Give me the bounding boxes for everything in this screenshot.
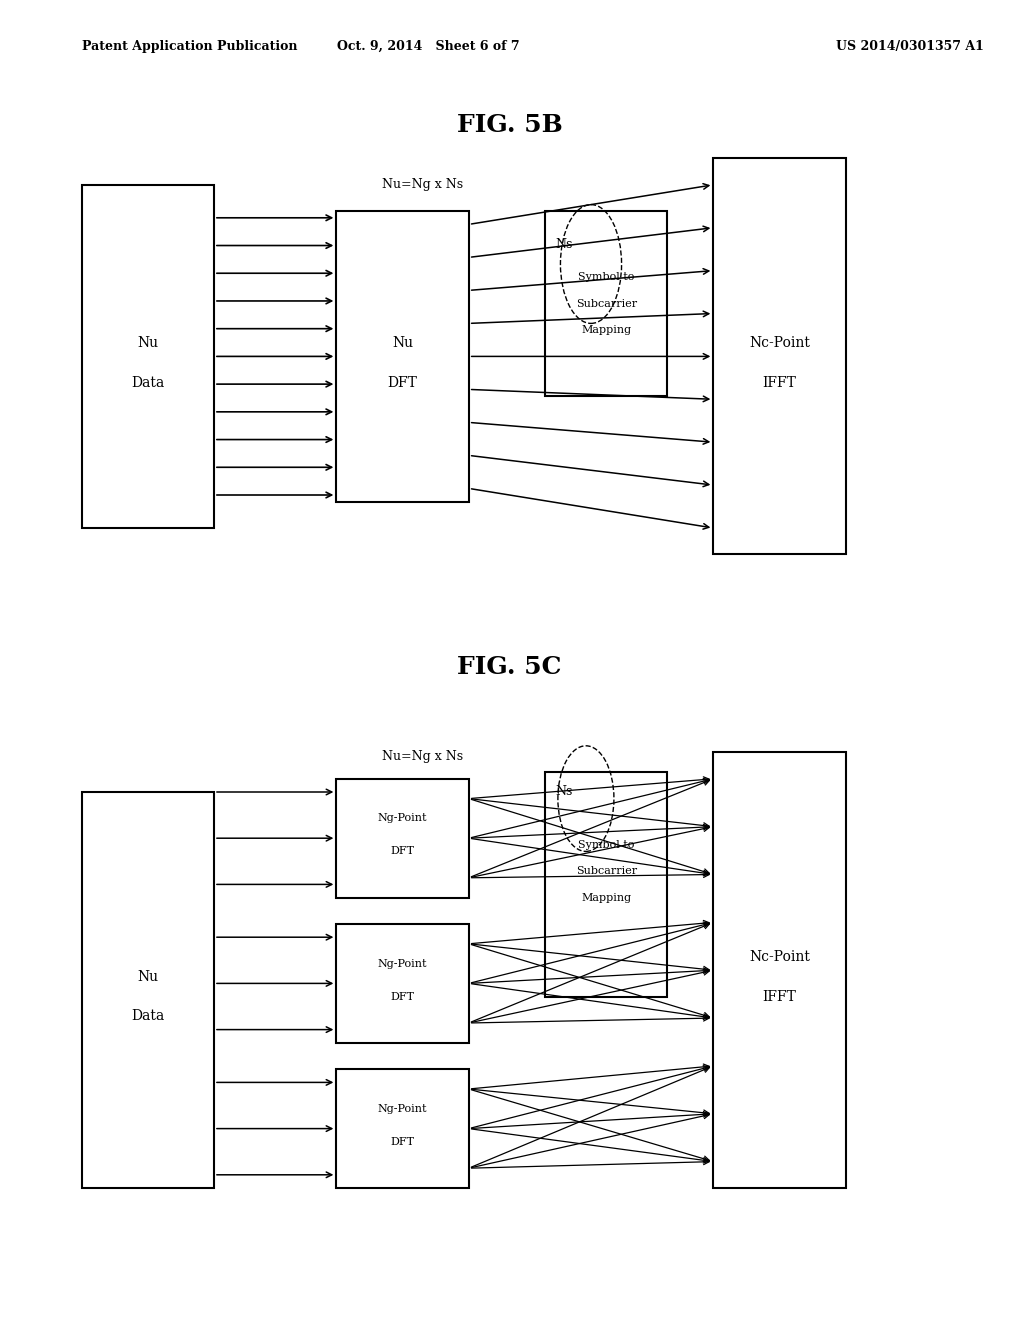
Text: Data: Data [131,376,165,389]
Text: Nu=Ng x Ns: Nu=Ng x Ns [382,750,464,763]
Text: Patent Application Publication: Patent Application Publication [82,40,297,53]
Text: DFT: DFT [390,991,415,1002]
FancyBboxPatch shape [336,924,469,1043]
FancyBboxPatch shape [336,211,469,502]
Text: DFT: DFT [390,1137,415,1147]
Text: IFFT: IFFT [763,376,797,389]
FancyBboxPatch shape [714,752,846,1188]
Text: Ng-Point: Ng-Point [378,1104,427,1114]
Text: Symbol to: Symbol to [579,840,635,850]
Text: Ns: Ns [555,785,572,799]
Text: Symbol to: Symbol to [579,272,635,282]
FancyBboxPatch shape [545,772,668,997]
FancyBboxPatch shape [82,792,214,1188]
Text: Nu=Ng x Ns: Nu=Ng x Ns [382,178,464,191]
FancyBboxPatch shape [336,779,469,898]
Text: Nu: Nu [137,337,159,350]
Text: Mapping: Mapping [582,892,632,903]
Text: FIG. 5B: FIG. 5B [457,114,562,137]
Text: Oct. 9, 2014   Sheet 6 of 7: Oct. 9, 2014 Sheet 6 of 7 [337,40,519,53]
Text: US 2014/0301357 A1: US 2014/0301357 A1 [836,40,983,53]
FancyBboxPatch shape [336,1069,469,1188]
FancyBboxPatch shape [82,185,214,528]
Text: Subcarrier: Subcarrier [575,866,637,876]
Text: Nc-Point: Nc-Point [750,337,810,350]
Text: DFT: DFT [387,376,418,389]
Text: Nu: Nu [392,337,413,350]
Text: Nu: Nu [137,970,159,983]
FancyBboxPatch shape [714,158,846,554]
Text: FIG. 5C: FIG. 5C [458,655,562,678]
Text: Ns: Ns [555,238,572,251]
Text: Mapping: Mapping [582,325,632,335]
Text: Subcarrier: Subcarrier [575,298,637,309]
Text: Ng-Point: Ng-Point [378,813,427,824]
FancyBboxPatch shape [545,211,668,396]
Text: Nc-Point: Nc-Point [750,950,810,964]
Text: Data: Data [131,1010,165,1023]
Text: Ng-Point: Ng-Point [378,958,427,969]
Text: DFT: DFT [390,846,415,857]
Text: IFFT: IFFT [763,990,797,1003]
